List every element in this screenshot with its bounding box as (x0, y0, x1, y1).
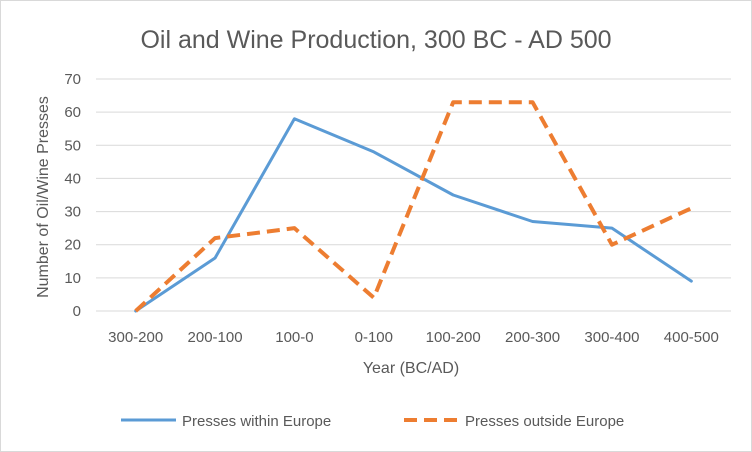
x-tick-label: 400-500 (664, 329, 719, 346)
x-tick-label: 0-100 (355, 329, 393, 346)
gridlines (96, 78, 731, 312)
x-tick-label: 200-300 (505, 329, 560, 346)
series-line-outside-europe (134, 100, 693, 313)
chart-title: Oil and Wine Production, 300 BC - AD 500 (140, 26, 611, 54)
y-axis-label: Number of Oil/Wine Presses (35, 96, 52, 298)
y-tick-label: 70 (64, 71, 81, 88)
y-tick-label: 30 (64, 204, 81, 221)
y-tick-label: 50 (64, 137, 81, 154)
series-line-within-europe (134, 117, 693, 313)
y-tick-labels: 0 10 20 30 40 50 60 70 (64, 71, 81, 320)
x-tick-labels: 300-200 200-100 100-0 0-100 100-200 200-300 30… (108, 329, 719, 346)
series-lines (134, 100, 693, 313)
y-tick-label: 20 (64, 237, 81, 254)
y-tick-label: 10 (64, 270, 81, 287)
legend-label-outside-europe: Presses outside Europe (465, 413, 624, 430)
y-tick-label: 40 (64, 170, 81, 187)
x-tick-label: 200-100 (188, 329, 243, 346)
x-axis-label: Year (BC/AD) (363, 360, 459, 377)
x-tick-label: 100-200 (426, 329, 481, 346)
x-tick-label: 300-200 (108, 329, 163, 346)
legend: Presses within Europe Presses outside Eu… (121, 413, 624, 430)
x-tick-label: 300-400 (584, 329, 639, 346)
legend-label-within-europe: Presses within Europe (182, 413, 331, 430)
x-tick-label: 100-0 (275, 329, 313, 346)
y-tick-label: 60 (64, 104, 81, 121)
y-tick-label: 0 (73, 303, 81, 320)
